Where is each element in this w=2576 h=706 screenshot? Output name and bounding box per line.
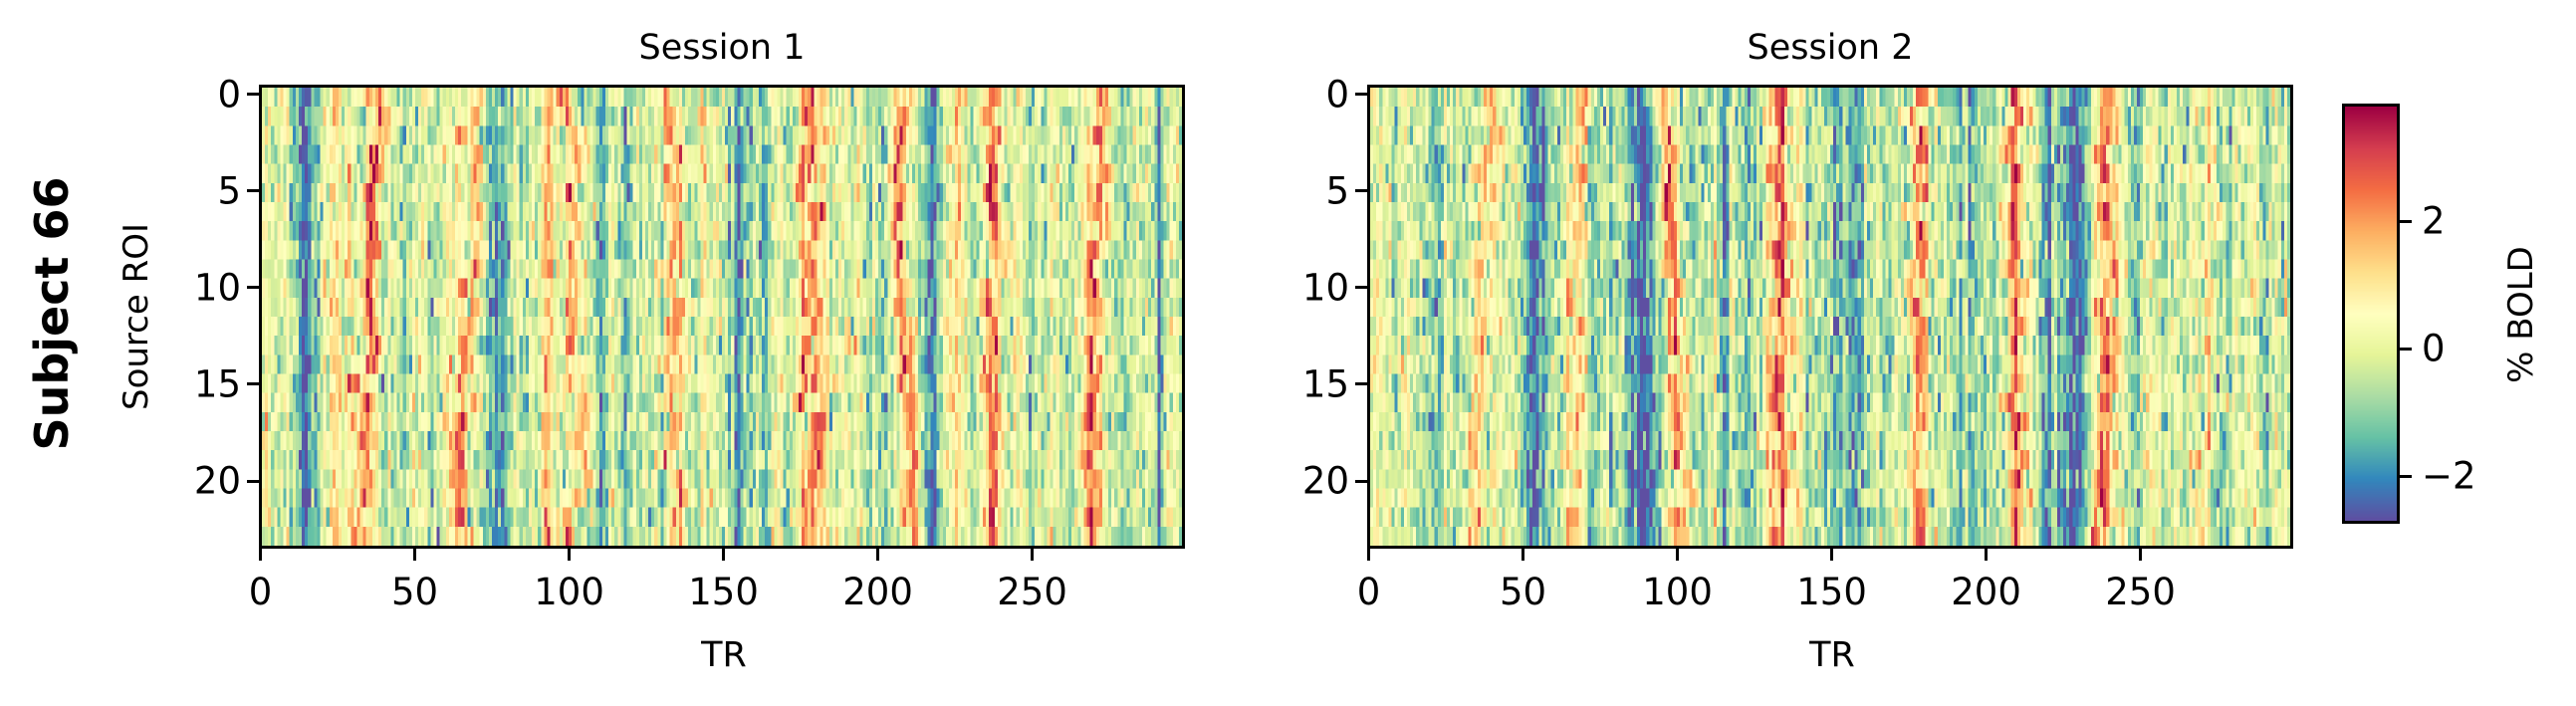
y-tick-label: 10 bbox=[1301, 266, 1349, 310]
y-tick-label: 15 bbox=[193, 362, 241, 406]
heatmap-canvas-session-2 bbox=[1370, 88, 2290, 546]
y-tick bbox=[247, 93, 259, 97]
y-tick-label: 20 bbox=[1301, 459, 1349, 503]
x-tick-label: 100 bbox=[534, 571, 604, 613]
y-tick bbox=[1355, 286, 1367, 290]
colorbar-label: % BOLD bbox=[2501, 246, 2541, 383]
x-tick bbox=[1031, 549, 1035, 561]
x-tick-label: 150 bbox=[688, 571, 759, 613]
y-tick-label: 15 bbox=[1301, 362, 1349, 406]
x-tick-label: 250 bbox=[2105, 571, 2176, 613]
y-tick-label: 5 bbox=[1325, 169, 1349, 213]
y-tick bbox=[247, 286, 259, 290]
x-tick-label: 150 bbox=[1796, 571, 1867, 613]
x-tick-label: 0 bbox=[1356, 571, 1381, 613]
x-axis-label-session-1: TR bbox=[701, 635, 747, 675]
y-tick-label: 0 bbox=[217, 73, 241, 117]
colorbar-tick bbox=[2400, 347, 2412, 351]
colorbar-tick-label: −2 bbox=[2422, 454, 2476, 498]
y-tick-label: 5 bbox=[217, 169, 241, 213]
y-tick bbox=[247, 479, 259, 483]
x-tick bbox=[2139, 549, 2143, 561]
x-tick-label: 250 bbox=[997, 571, 1067, 613]
x-tick bbox=[568, 549, 572, 561]
x-tick bbox=[1676, 549, 1680, 561]
x-axis-label-session-2: TR bbox=[1809, 635, 1855, 675]
y-tick bbox=[1355, 382, 1367, 386]
y-tick-label: 20 bbox=[193, 459, 241, 503]
x-tick bbox=[1830, 549, 1834, 561]
x-tick bbox=[1985, 549, 1989, 561]
y-tick bbox=[247, 382, 259, 386]
y-tick bbox=[247, 189, 259, 193]
y-tick bbox=[1355, 189, 1367, 193]
y-tick-label: 10 bbox=[193, 266, 241, 310]
x-tick bbox=[1522, 549, 1525, 561]
x-tick bbox=[722, 549, 726, 561]
x-tick-label: 200 bbox=[842, 571, 913, 613]
colorbar-tick-label: 0 bbox=[2422, 327, 2446, 370]
x-tick bbox=[259, 549, 263, 561]
figure-title: Subject 66 bbox=[25, 176, 79, 451]
colorbar-tick-label: 2 bbox=[2422, 199, 2446, 243]
x-tick bbox=[413, 549, 417, 561]
x-tick-label: 0 bbox=[248, 571, 273, 613]
colorbar-tick bbox=[2400, 219, 2412, 223]
x-tick-label: 100 bbox=[1642, 571, 1713, 613]
x-tick-label: 50 bbox=[391, 571, 439, 613]
y-tick-label: 0 bbox=[1325, 73, 1349, 117]
heatmap-session-1 bbox=[259, 85, 1185, 549]
x-tick-label: 200 bbox=[1951, 571, 2021, 613]
y-tick bbox=[1355, 93, 1367, 97]
heatmap-session-2 bbox=[1367, 85, 2293, 549]
colorbar-gradient bbox=[2345, 107, 2397, 521]
colorbar-tick bbox=[2400, 474, 2412, 478]
panel-title-session-2: Session 2 bbox=[1747, 28, 1914, 68]
colorbar bbox=[2342, 104, 2400, 524]
x-tick-label: 50 bbox=[1500, 571, 1547, 613]
panel-title-session-1: Session 1 bbox=[638, 28, 806, 68]
y-tick bbox=[1355, 479, 1367, 483]
y-axis-label: Source ROI bbox=[117, 223, 156, 410]
x-tick bbox=[1367, 549, 1371, 561]
x-tick bbox=[876, 549, 880, 561]
heatmap-canvas-session-1 bbox=[262, 88, 1182, 546]
